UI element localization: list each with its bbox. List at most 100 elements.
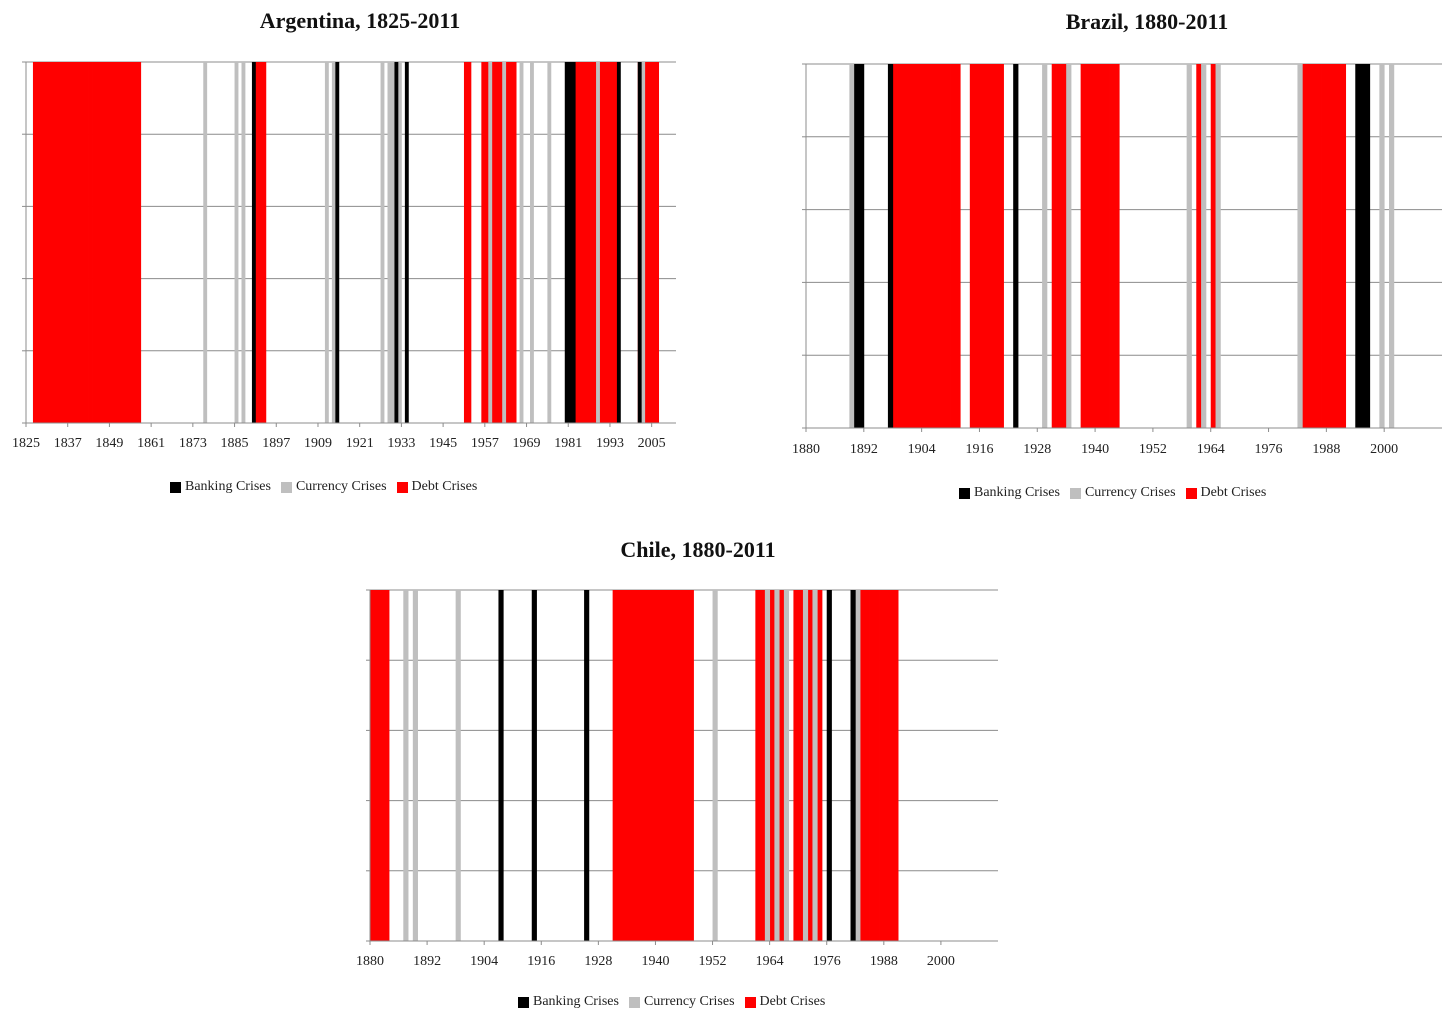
debt-crisis-bar xyxy=(370,590,376,941)
banking-crisis-bar xyxy=(335,62,340,423)
banking-crisis-bar xyxy=(616,62,621,423)
debt-crisis-bar xyxy=(892,64,898,428)
currency-crisis-bar xyxy=(1379,64,1385,428)
debt-crisis-bar xyxy=(585,62,590,423)
debt-crisis-bar xyxy=(1095,64,1101,428)
currency-crisis-bar xyxy=(519,62,524,423)
debt-crisis-bar xyxy=(255,62,260,423)
legend-item-debt: Debt Crises xyxy=(396,479,477,495)
debt-crisis-bar xyxy=(940,64,947,428)
debt-crisis-bar xyxy=(599,62,604,423)
x-tick-label: 1873 xyxy=(179,436,207,451)
legend: Banking Crises Currency Crises Debt Cris… xyxy=(170,479,487,495)
debt-crisis-bar xyxy=(883,590,889,941)
debt-crisis-bar xyxy=(651,62,656,423)
x-tick-label: 1892 xyxy=(850,442,878,457)
debt-crisis-bar xyxy=(578,62,583,423)
debt-crisis-bar xyxy=(779,590,785,941)
debt-crisis-bar xyxy=(467,62,472,423)
x-tick-label: 1921 xyxy=(346,436,374,451)
debt-crisis-bar xyxy=(60,62,65,423)
banking-crisis-bar xyxy=(637,62,642,423)
x-tick-label: 1981 xyxy=(554,436,582,451)
debt-crisis-bar xyxy=(102,62,107,423)
legend-swatch-debt xyxy=(744,996,756,1008)
banking-crisis-bar xyxy=(564,62,569,423)
currency-crisis-bar xyxy=(203,62,208,423)
x-tick-label: 1952 xyxy=(1139,442,1167,457)
x-tick-label: 1976 xyxy=(813,954,841,969)
x-tick-label: 1837 xyxy=(54,436,82,451)
x-tick-label: 1825 xyxy=(12,436,40,451)
debt-crisis-bar xyxy=(92,62,96,423)
x-tick-label: 1964 xyxy=(1197,442,1225,457)
legend: Banking Crises Currency Crises Debt Cris… xyxy=(518,994,835,1010)
x-tick-label: 1880 xyxy=(792,442,820,457)
debt-crisis-bar xyxy=(979,64,985,428)
debt-crisis-bar xyxy=(81,62,86,423)
debt-crisis-bar xyxy=(1331,64,1337,428)
debt-crisis-bar xyxy=(807,590,813,941)
x-tick-label: 1885 xyxy=(221,436,249,451)
legend-item-currency: Currency Crises xyxy=(1069,485,1176,501)
debt-crisis-bar xyxy=(655,62,660,423)
debt-crisis-bar xyxy=(1210,64,1216,428)
legend-swatch-banking xyxy=(959,487,970,499)
currency-crisis-bar xyxy=(1186,64,1192,428)
debt-crisis-bar xyxy=(1316,64,1322,428)
debt-crisis-bar xyxy=(57,62,62,423)
debt-crisis-bar xyxy=(945,64,951,428)
debt-crisis-bar xyxy=(116,62,121,423)
debt-crisis-bar xyxy=(684,590,690,941)
debt-crisis-bar xyxy=(1061,64,1067,428)
x-tick-label: 1993 xyxy=(596,436,624,451)
currency-crisis-bar xyxy=(547,62,552,423)
debt-crisis-bar xyxy=(674,590,680,941)
debt-crisis-bar xyxy=(969,64,976,428)
currency-crisis-bar xyxy=(1389,64,1395,428)
currency-crisis-bar xyxy=(783,590,790,941)
debt-crisis-bar xyxy=(379,590,385,941)
x-tick-label: 1940 xyxy=(1081,442,1109,457)
banking-crisis-bar xyxy=(568,62,573,423)
debt-crisis-bar xyxy=(1056,64,1062,428)
legend-item-currency: Currency Crises xyxy=(280,479,387,495)
currency-crisis-bar xyxy=(390,62,395,423)
banking-crisis-bar xyxy=(404,62,409,423)
debt-crisis-bar xyxy=(384,590,390,941)
debt-crisis-bar xyxy=(645,590,652,941)
debt-crisis-bar xyxy=(498,62,503,423)
currency-crisis-bar xyxy=(502,62,507,423)
legend-swatch-currency xyxy=(1069,487,1081,499)
debt-crisis-bar xyxy=(984,64,990,428)
argentina-chart: 1825 1837 1849 1861 1873 1885 1897 1909 1921 1933… xyxy=(12,61,676,451)
debt-crisis-bar xyxy=(860,590,866,941)
debt-crisis-bar xyxy=(592,62,597,423)
currency-crisis-bar xyxy=(712,590,718,941)
debt-crisis-bar xyxy=(679,590,685,941)
debt-crisis-bar xyxy=(926,64,932,428)
x-tick-label: 1988 xyxy=(1312,442,1340,457)
debt-crisis-bar xyxy=(998,64,1004,428)
x-tick-label: 1957 xyxy=(471,436,499,451)
currency-crisis-bar xyxy=(530,62,534,423)
debt-crisis-bar xyxy=(46,62,51,423)
x-tick-label: 2000 xyxy=(1370,442,1398,457)
debt-crisis-bar xyxy=(912,64,918,428)
debt-crisis-bar xyxy=(36,62,41,423)
debt-crisis-bar xyxy=(907,64,913,428)
debt-crisis-bar xyxy=(1307,64,1313,428)
debt-crisis-bar xyxy=(760,590,766,941)
x-tick-label: 1861 xyxy=(137,436,165,451)
debt-crisis-bar xyxy=(491,62,496,423)
legend-label: Currency Crises xyxy=(1084,485,1176,500)
currency-crisis-bar xyxy=(324,62,329,423)
debt-crisis-bar xyxy=(874,590,880,941)
x-tick-label: 1892 xyxy=(413,954,441,969)
x-tick-label: 1928 xyxy=(1023,442,1051,457)
debt-crisis-bar xyxy=(95,62,100,423)
debt-crisis-bar xyxy=(1321,64,1327,428)
debt-crisis-bar xyxy=(133,62,138,423)
brazil-chart: 1880 1892 1904 1916 1928 1940 1952 1964 1976 1988… xyxy=(792,63,1442,457)
